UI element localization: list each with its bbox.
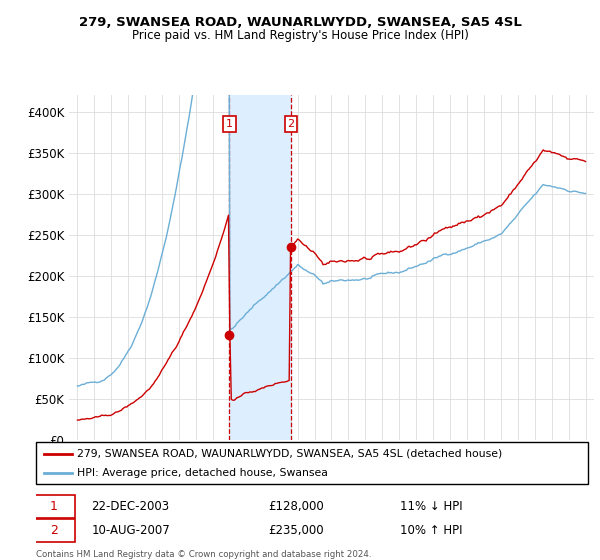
Text: Price paid vs. HM Land Registry's House Price Index (HPI): Price paid vs. HM Land Registry's House … [131, 29, 469, 42]
Text: 11% ↓ HPI: 11% ↓ HPI [400, 500, 463, 513]
Text: 1: 1 [50, 500, 58, 513]
Text: £128,000: £128,000 [268, 500, 323, 513]
Text: Contains HM Land Registry data © Crown copyright and database right 2024.
This d: Contains HM Land Registry data © Crown c… [36, 550, 371, 560]
Bar [229, 95, 291, 440]
FancyBboxPatch shape [33, 519, 74, 543]
Text: 279, SWANSEA ROAD, WAUNARLWYDD, SWANSEA, SA5 4SL (detached house): 279, SWANSEA ROAD, WAUNARLWYDD, SWANSEA,… [77, 449, 503, 459]
Text: 10% ↑ HPI: 10% ↑ HPI [400, 524, 463, 538]
FancyBboxPatch shape [33, 494, 74, 518]
Text: £235,000: £235,000 [268, 524, 323, 538]
Text: HPI: Average price, detached house, Swansea: HPI: Average price, detached house, Swan… [77, 468, 328, 478]
Text: 2: 2 [50, 524, 58, 538]
Text: 1: 1 [226, 119, 233, 129]
FancyBboxPatch shape [36, 442, 588, 484]
Text: 10-AUG-2007: 10-AUG-2007 [91, 524, 170, 538]
Text: 22-DEC-2003: 22-DEC-2003 [91, 500, 169, 513]
Text: 279, SWANSEA ROAD, WAUNARLWYDD, SWANSEA, SA5 4SL: 279, SWANSEA ROAD, WAUNARLWYDD, SWANSEA,… [79, 16, 521, 29]
Text: 2: 2 [287, 119, 295, 129]
